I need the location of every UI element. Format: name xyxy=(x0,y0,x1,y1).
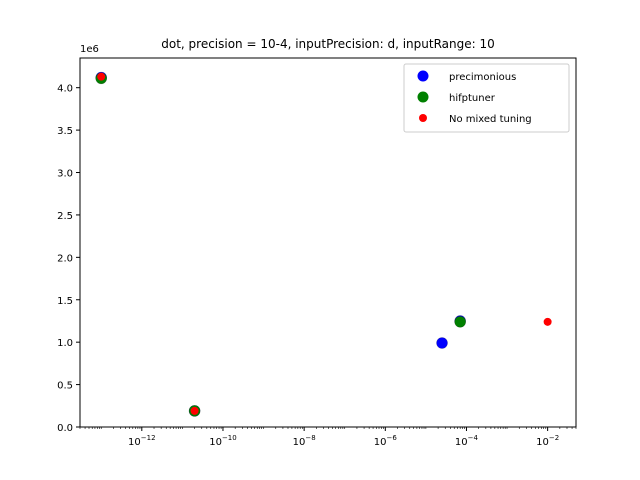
plot-frame xyxy=(79,57,577,428)
point-hifptuner xyxy=(454,316,466,328)
x-axis-ticks: 10−12 10−10 10−8 10−6 10−4 10−2 xyxy=(79,427,577,448)
legend-label: precimonious xyxy=(449,72,516,83)
y-tick-label: 3.0 xyxy=(57,169,73,180)
data-points xyxy=(95,71,552,417)
y-tick-label: 3.5 xyxy=(57,126,73,137)
x-tick-label: 10−8 xyxy=(293,434,316,448)
legend-label: No mixed tuning xyxy=(449,114,532,125)
x-tick-label: 10−6 xyxy=(374,434,398,448)
y-tick-label: 2.0 xyxy=(57,253,73,264)
y-tick-label: 0.5 xyxy=(57,381,73,392)
y-axis-ticks: 0.0 0.5 1.0 1.5 2.0 2.5 3.0 3.5 4.0 xyxy=(57,84,80,434)
legend-marker xyxy=(417,91,429,103)
x-tick-label: 10−12 xyxy=(128,434,156,448)
y-tick-label: 2.5 xyxy=(57,211,73,222)
point-no-mixed-tuning xyxy=(543,317,552,326)
point-precimonious xyxy=(436,337,448,349)
y-offset-label: 1e6 xyxy=(80,44,99,55)
y-tick-label: 1.0 xyxy=(57,338,73,349)
point-no-mixed-tuning xyxy=(190,406,199,415)
chart-title: dot, precision = 10-4, inputPrecision: d… xyxy=(161,37,495,51)
y-tick-label: 4.0 xyxy=(57,84,73,95)
legend-marker xyxy=(419,114,427,122)
x-tick-label: 10−4 xyxy=(455,434,479,448)
legend-box xyxy=(403,63,570,133)
legend-label: hifptuner xyxy=(449,93,496,104)
x-tick-label: 10−10 xyxy=(209,434,237,448)
point-no-mixed-tuning xyxy=(97,72,106,81)
legend: precimonious hifptuner No mixed tuning xyxy=(403,63,570,133)
x-tick-label: 10−2 xyxy=(536,434,559,448)
legend-marker xyxy=(417,70,429,82)
y-tick-label: 1.5 xyxy=(57,296,73,307)
y-tick-label: 0.0 xyxy=(57,423,73,434)
